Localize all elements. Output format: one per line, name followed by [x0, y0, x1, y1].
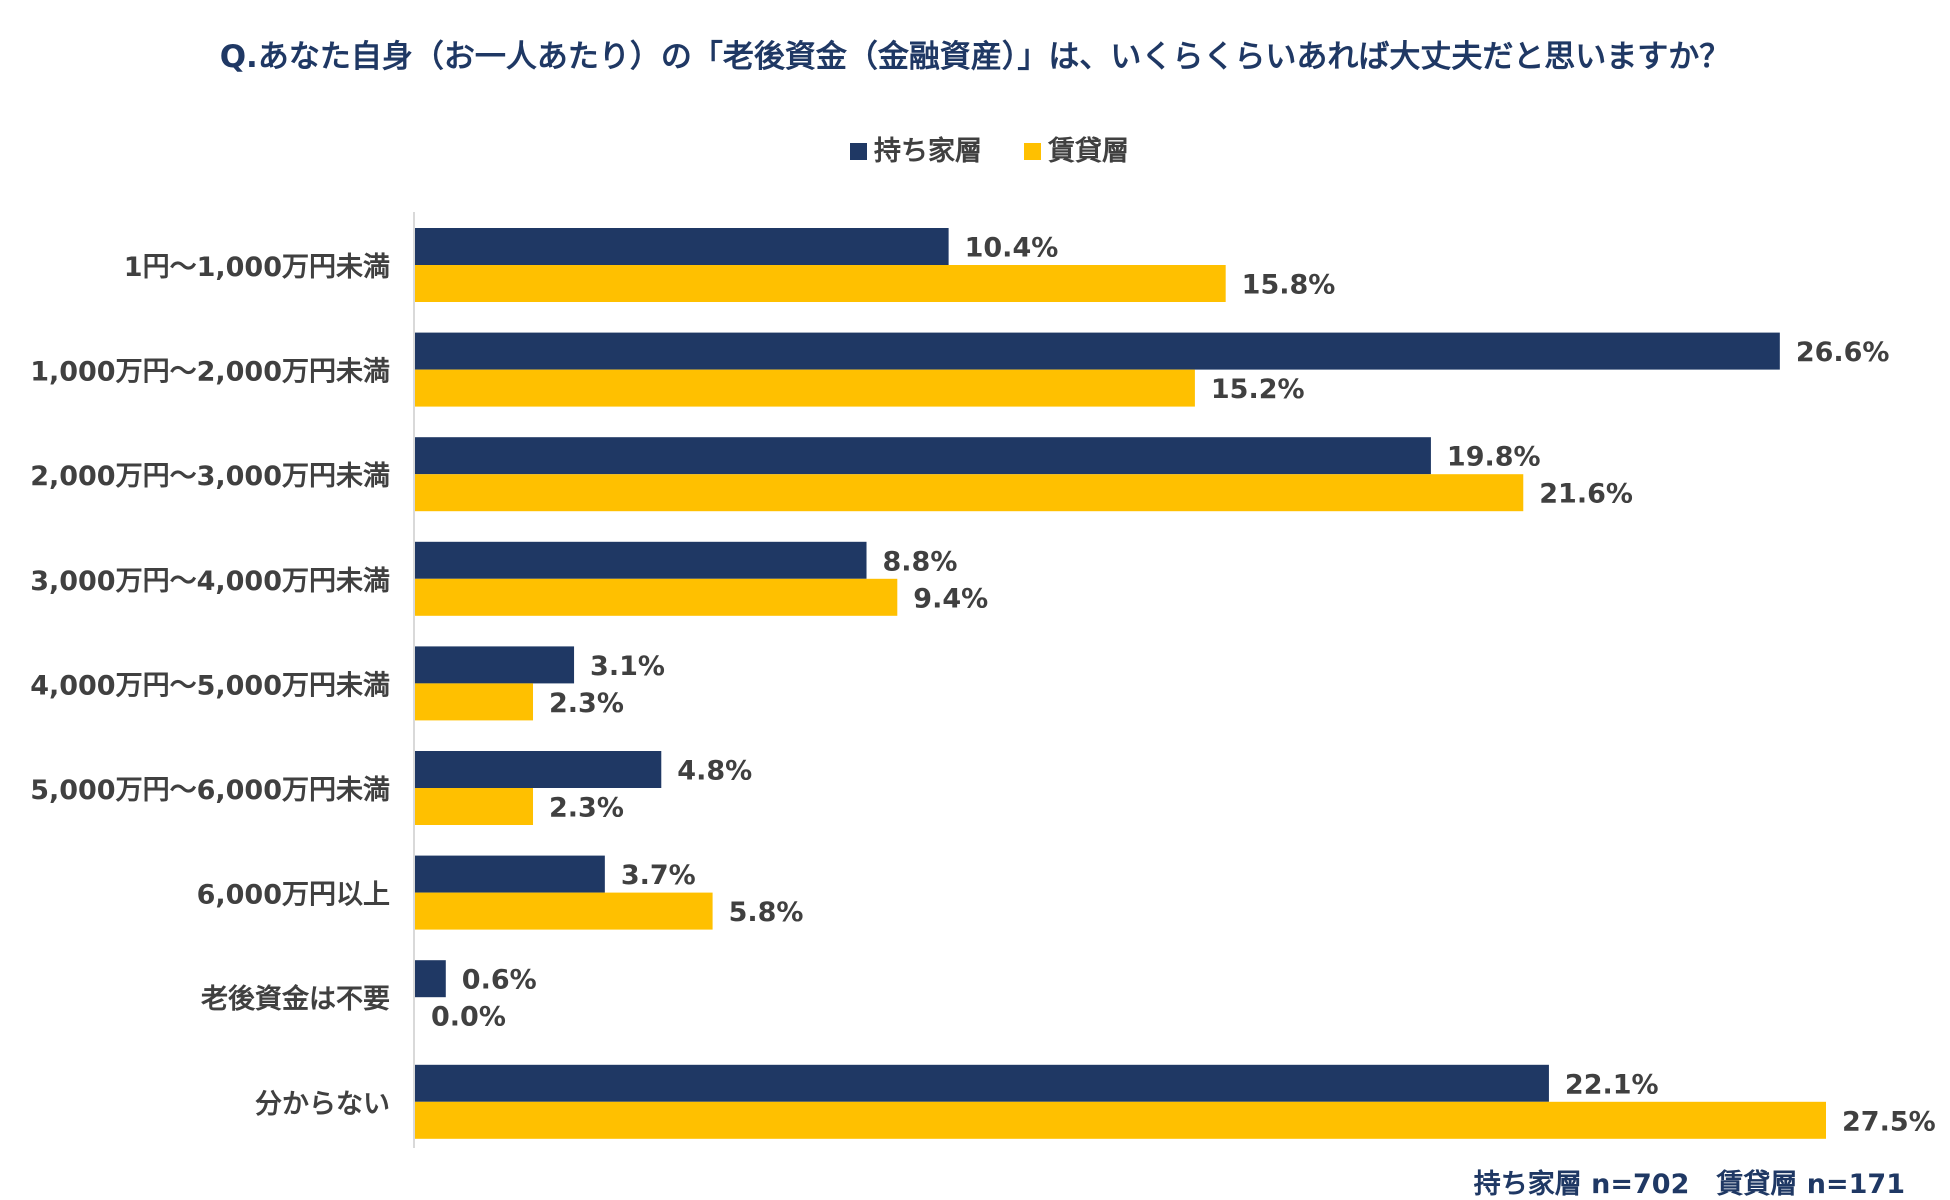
value-label-owner: 0.6% — [462, 965, 537, 996]
value-label-owner: 8.8% — [883, 546, 958, 577]
value-label-renter: 5.8% — [729, 897, 804, 928]
chart-title: Q.あなた自身（お一人あたり）の「老後資金（金融資産）」は、いくらくらいあれば大… — [220, 39, 1731, 75]
value-label-renter: 15.2% — [1211, 374, 1305, 405]
value-label-owner: 3.1% — [590, 651, 665, 682]
legend-label-renter: 賃貸層 — [1047, 135, 1129, 167]
value-label-renter: 2.3% — [549, 688, 624, 719]
value-labels: 10.4% 15.8% 26.6% 15.2% 19.8% 21.6% 8.8% 9.4% 3.… — [431, 233, 1936, 1138]
bar-owner — [415, 855, 605, 893]
bar-owner — [415, 332, 1780, 370]
bar-owner — [415, 437, 1431, 475]
bar-renter — [415, 683, 534, 721]
legend-swatch-owner — [850, 143, 867, 160]
category-label: 4,000万円～5,000万円未満 — [30, 670, 390, 701]
legend-swatch-renter — [1024, 143, 1041, 160]
value-label-owner: 26.6% — [1796, 337, 1890, 368]
category-label: 老後資金は不要 — [201, 983, 390, 1015]
value-label-renter: 21.6% — [1539, 479, 1633, 510]
bar-owner — [415, 751, 662, 788]
value-label-owner: 3.7% — [621, 860, 696, 891]
bar-owner — [415, 646, 575, 684]
category-label: 1,000万円～2,000万円未満 — [30, 357, 390, 388]
value-label-renter: 9.4% — [913, 583, 988, 614]
legend-label-owner: 持ち家層 — [874, 135, 982, 167]
bar-owner — [415, 541, 867, 579]
bars-group — [415, 228, 1826, 1139]
bar-renter — [415, 892, 713, 930]
bar-renter — [415, 1101, 1826, 1139]
bar-renter — [415, 474, 1524, 512]
value-label-owner: 22.1% — [1565, 1069, 1659, 1100]
value-label-owner: 10.4% — [965, 233, 1059, 264]
category-label: 6,000万円以上 — [197, 880, 390, 911]
bar-renter — [415, 788, 534, 825]
category-label: 2,000万円～3,000万円未満 — [30, 461, 390, 492]
value-label-owner: 19.8% — [1447, 442, 1541, 473]
value-label-renter: 27.5% — [1842, 1106, 1936, 1137]
category-label: 分からない — [255, 1089, 390, 1120]
bar-owner — [415, 960, 446, 998]
bar-renter — [415, 578, 898, 616]
value-label-renter: 0.0% — [431, 1002, 506, 1033]
value-label-renter: 2.3% — [549, 793, 624, 824]
category-label: 5,000万円～6,000万円未満 — [30, 775, 390, 806]
sample-size-note: 持ち家層 n=702 賃貸層 n=171 — [1474, 1168, 1905, 1196]
category-labels: 1円～1,000万円未満 1,000万円～2,000万円未満 2,000万円～3,0… — [30, 252, 390, 1120]
category-label: 1円～1,000万円未満 — [124, 252, 390, 283]
bar-renter — [415, 265, 1226, 302]
bar-renter — [415, 369, 1195, 407]
category-label: 3,000万円～4,000万円未満 — [30, 566, 390, 597]
value-label-renter: 15.8% — [1242, 270, 1336, 301]
bar-owner — [415, 1064, 1549, 1102]
value-label-owner: 4.8% — [677, 756, 752, 787]
legend: 持ち家層 賃貸層 — [850, 135, 1129, 167]
bar-owner — [415, 228, 949, 265]
